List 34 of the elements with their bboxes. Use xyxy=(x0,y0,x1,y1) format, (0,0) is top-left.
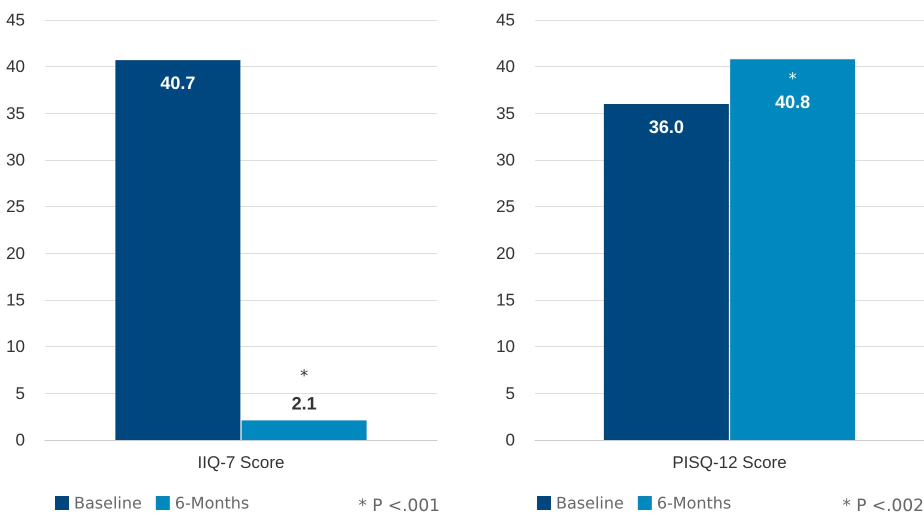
y-tick-label: 0 xyxy=(506,430,515,450)
y-tick-label: 0 xyxy=(16,430,25,450)
y-tick-label: 30 xyxy=(6,150,25,170)
y-tick-label: 30 xyxy=(496,150,515,170)
y-tick-label: 10 xyxy=(496,337,515,356)
y-tick-label: 20 xyxy=(496,244,515,263)
annotation: * xyxy=(788,69,798,88)
text: * P <.002 xyxy=(842,496,924,516)
text: * P <.001 xyxy=(358,496,440,516)
y-tick-label: 35 xyxy=(6,104,25,123)
y-tick-label: 25 xyxy=(6,197,25,216)
y-tick-label: 40 xyxy=(6,57,25,76)
y-tick-label: 25 xyxy=(496,197,515,216)
legend-label: Baseline xyxy=(74,494,142,512)
y-tick-label: 45 xyxy=(496,10,515,30)
legend-label: 6-Months xyxy=(656,494,732,512)
y-tick-label: 45 xyxy=(6,10,25,30)
legend-label: 6-Months xyxy=(174,494,250,512)
y-tick-label: 5 xyxy=(16,384,25,403)
data-label: 40.7 xyxy=(160,73,196,94)
y-tick-label: 15 xyxy=(6,290,25,310)
x-tick-label: PISQ-12 Score xyxy=(672,453,787,472)
data-label: 2.1 xyxy=(292,393,317,414)
y-tick-label: 40 xyxy=(496,57,515,76)
y-tick-label: 15 xyxy=(496,290,515,310)
y-tick-label: 10 xyxy=(6,337,25,356)
annotation: * xyxy=(299,366,310,386)
y-tick-label: 35 xyxy=(496,104,515,123)
legend-label: Baseline xyxy=(556,494,624,512)
y-tick-label: 5 xyxy=(506,384,515,403)
data-label: 40.8 xyxy=(775,92,810,112)
x-tick-label: IIQ-7 Score xyxy=(198,453,284,472)
y-tick-label: 20 xyxy=(6,244,25,263)
data-label: 36.0 xyxy=(648,117,684,137)
